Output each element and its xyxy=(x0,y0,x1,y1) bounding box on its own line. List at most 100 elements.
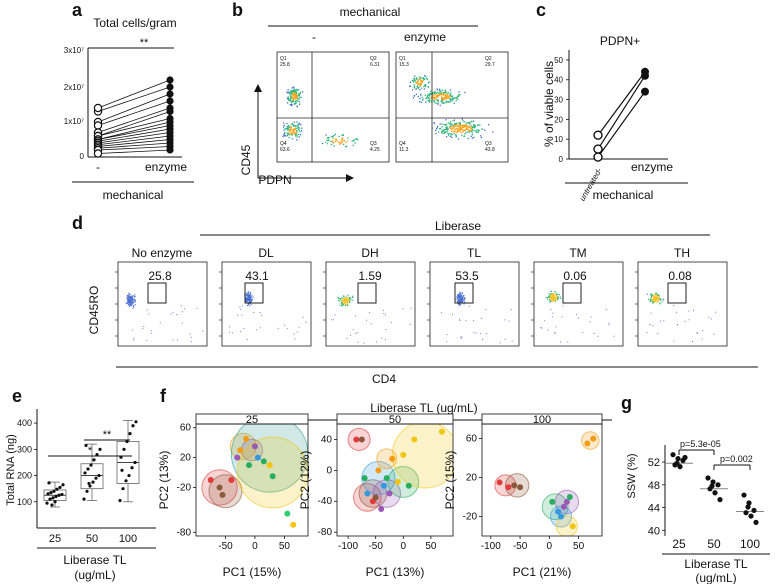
panel-d-event xyxy=(550,299,552,301)
panel-b-event xyxy=(446,96,448,98)
panel-d-event xyxy=(349,297,351,299)
panel-e-ytick-label: 200 xyxy=(17,471,32,481)
panel-g-yticks: 52 48 44 40 xyxy=(648,457,665,537)
panel-b-event xyxy=(436,88,438,90)
panel-b-event xyxy=(461,134,463,136)
panel-b-event xyxy=(286,129,289,131)
panel-f-point xyxy=(517,484,524,491)
panel-b-event xyxy=(443,102,445,104)
panel-d-event xyxy=(555,297,557,299)
panel-d-event xyxy=(341,304,343,306)
panel-b-event xyxy=(345,146,347,148)
panel-d-event xyxy=(658,297,660,299)
panel-d-event xyxy=(593,333,595,334)
panel-d-event xyxy=(677,324,679,326)
panel-b-event xyxy=(414,75,416,77)
panel-b-event xyxy=(451,130,453,132)
panel-e-point xyxy=(91,480,95,484)
panel-b-event xyxy=(440,93,442,95)
panel-d-event xyxy=(239,306,241,308)
panel-d-event xyxy=(341,300,343,302)
panel-b-label: b xyxy=(232,0,243,20)
panel-g-points xyxy=(665,452,764,525)
panel-b-ylabel: CD45 xyxy=(239,144,253,175)
panel-d-event xyxy=(473,332,475,334)
panel-b-event xyxy=(430,97,432,99)
panel-b-event xyxy=(453,119,456,121)
panel-b-event xyxy=(296,89,299,91)
panel-e-point xyxy=(51,496,55,500)
panel-b-event xyxy=(454,97,456,99)
panel-d-event xyxy=(658,297,660,299)
panel-b-event xyxy=(459,122,461,124)
panel-b-event xyxy=(347,137,349,139)
panel-d-event xyxy=(131,304,133,306)
panel-b-event xyxy=(435,92,438,94)
panel-d-event xyxy=(130,303,132,305)
panel-d-event xyxy=(246,339,248,341)
panel-d-event xyxy=(342,298,344,300)
panel-b-event xyxy=(292,100,294,102)
panel-f-point xyxy=(237,447,244,454)
panel-f-ylabel: PC2 (15%) xyxy=(443,451,457,510)
panel-f: f Liberase TL (ug/mL) 25 -50 0 50 60 20 -20 -80… xyxy=(157,386,612,579)
panel-b-event xyxy=(357,139,359,141)
panel-d-gate-value: 0.06 xyxy=(563,269,587,283)
panel-g-point xyxy=(670,452,676,458)
panel-d-event xyxy=(250,300,252,302)
panel-d-event xyxy=(458,293,460,295)
panel-b-event xyxy=(443,101,445,104)
panel-d-event xyxy=(133,339,135,341)
panel-d-event xyxy=(657,298,659,300)
panel-b-event xyxy=(435,102,437,104)
panel-a-pair-line xyxy=(97,107,171,133)
panel-f-ytick-label: -80 xyxy=(177,527,192,538)
panel-d-event xyxy=(346,299,348,301)
panel-b-event xyxy=(416,85,419,87)
panel-d-event xyxy=(457,294,459,296)
panel-b-event xyxy=(437,96,439,99)
panel-b-event xyxy=(457,94,459,96)
panel-d-event xyxy=(132,299,134,301)
panel-b-event xyxy=(419,89,421,91)
panel-d-event xyxy=(460,294,462,296)
panel-b-event xyxy=(441,101,443,103)
panel-b-event xyxy=(298,127,301,129)
panel-d-event xyxy=(245,300,247,302)
panel-e-ytick-label: 300 xyxy=(17,444,32,454)
panel-b-event xyxy=(298,95,300,97)
panel-d-event xyxy=(550,294,552,296)
panel-d-event xyxy=(654,296,656,298)
panel-b-event xyxy=(441,123,443,125)
panel-b-event xyxy=(283,133,286,135)
panel-b-event xyxy=(446,101,448,103)
panel-b-event xyxy=(468,126,471,129)
panel-d-event xyxy=(547,329,549,331)
panel-d-event xyxy=(369,312,371,314)
panel-b-event xyxy=(296,121,298,123)
panel-f-ytick-label: 40 xyxy=(321,434,333,445)
panel-b-event xyxy=(453,125,455,127)
panel-f-point xyxy=(216,484,223,491)
panel-d-event xyxy=(129,301,131,303)
panel-d-event xyxy=(550,295,552,297)
panel-b-event xyxy=(295,97,297,100)
panel-c-xtick: enzyme xyxy=(631,160,673,174)
panel-a-pair-line xyxy=(97,125,171,140)
panel-b-event xyxy=(462,130,464,132)
panel-f-point xyxy=(383,475,390,482)
panel-d-event xyxy=(248,300,250,302)
panel-b-event xyxy=(299,103,301,105)
panel-b-event xyxy=(424,75,426,77)
panel-d-event xyxy=(458,299,460,301)
panel-d-event xyxy=(347,298,349,300)
panel-d-event xyxy=(553,295,555,297)
panel-d-event xyxy=(654,299,656,301)
panel-d-gate-value: 25.8 xyxy=(148,269,172,283)
panel-d-event xyxy=(653,298,655,300)
panel-f-ytick-label: -80 xyxy=(318,527,333,538)
panel-d-event xyxy=(259,327,261,329)
panel-d-label: d xyxy=(72,213,83,233)
panel-b-event xyxy=(288,125,290,127)
panel-d-event xyxy=(247,292,249,294)
